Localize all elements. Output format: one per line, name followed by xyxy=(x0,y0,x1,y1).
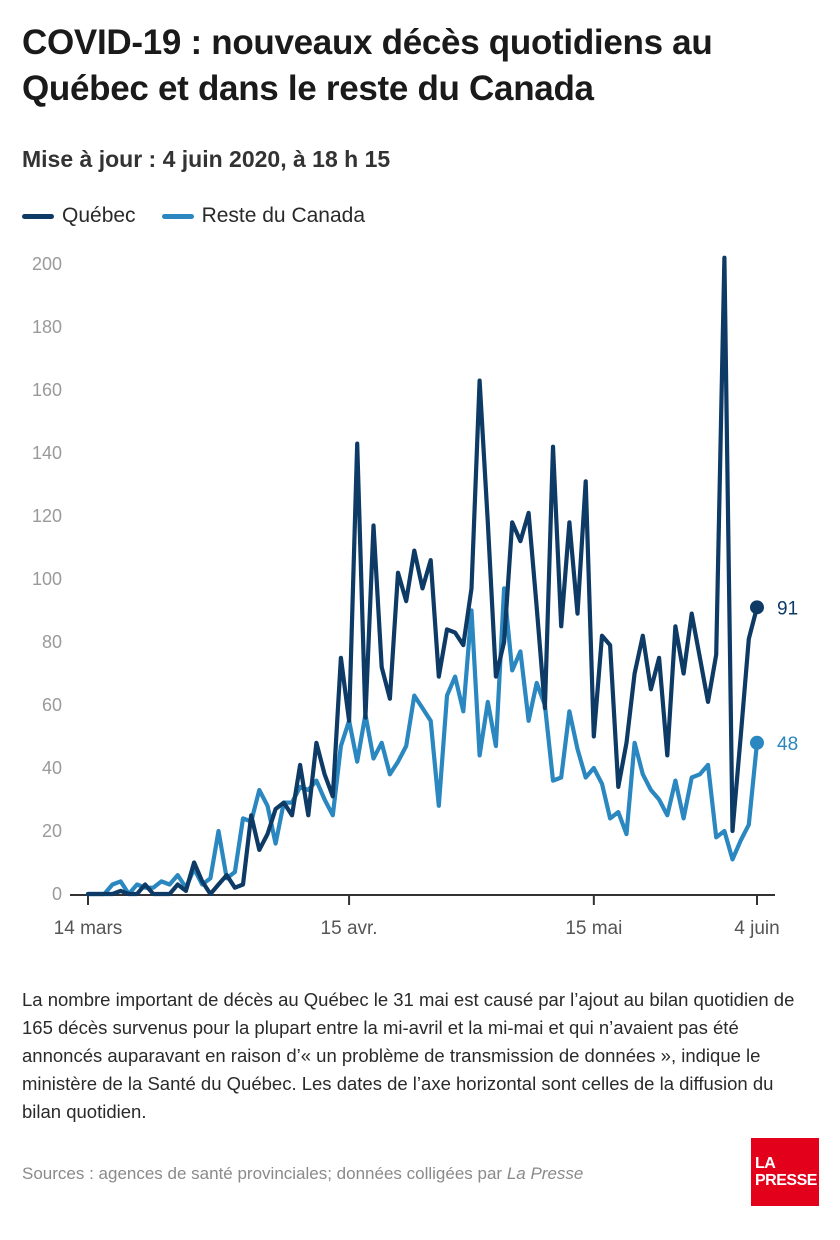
legend-swatch-canada xyxy=(161,213,194,219)
y-tick-label: 120 xyxy=(32,506,62,526)
y-axis-labels: 0 20 40 60 80 100 120 140 160 180 200 xyxy=(32,254,62,904)
series-layer: 91 48 xyxy=(85,255,798,897)
logo-line-1: LA xyxy=(755,1155,776,1172)
x-axis-ticks: 14 mars 15 avr. 15 mai 4 juin xyxy=(54,895,780,939)
la-presse-logo: LA PRESSE xyxy=(751,1138,819,1206)
y-tick-label: 40 xyxy=(42,758,62,778)
source-publisher: La Presse xyxy=(506,1164,584,1183)
end-value-label: 48 xyxy=(777,734,798,755)
series-line-quebec xyxy=(85,255,760,897)
y-tick-label: 140 xyxy=(32,443,62,463)
legend-item-canada: Reste du Canada xyxy=(161,204,366,228)
legend-label-canada: Reste du Canada xyxy=(201,204,366,227)
chart-note: La nombre important de décès au Québec l… xyxy=(22,989,795,1122)
y-tick-label: 100 xyxy=(32,569,62,589)
y-tick-label: 60 xyxy=(42,695,62,715)
source-prefix: Sources : agences de santé provinciales;… xyxy=(22,1164,507,1183)
series-line-canada xyxy=(85,586,760,897)
legend-label-quebec: Québec xyxy=(62,204,136,227)
legend-item-quebec: Québec xyxy=(22,204,136,228)
y-tick-label: 160 xyxy=(32,380,62,400)
end-point-quebec xyxy=(750,600,764,615)
x-tick-label: 14 mars xyxy=(54,918,123,939)
end-point-canada xyxy=(750,735,764,750)
y-tick-label: 0 xyxy=(52,884,62,904)
update-timestamp: Mise à jour : 4 juin 2020, à 18 h 15 xyxy=(22,146,391,172)
chart-title: COVID-19 : nouveaux décès quotidiens au … xyxy=(22,23,713,108)
y-tick-label: 200 xyxy=(32,254,62,274)
y-tick-label: 180 xyxy=(32,317,62,337)
y-tick-label: 80 xyxy=(42,632,62,652)
y-tick-label: 20 xyxy=(42,821,62,841)
logo-line-2: PRESSE xyxy=(755,1172,817,1189)
end-value-label: 91 xyxy=(777,598,798,619)
source-credit: Sources : agences de santé provinciales;… xyxy=(22,1164,583,1184)
x-tick-label: 15 mai xyxy=(565,918,622,939)
x-tick-label: 15 avr. xyxy=(321,918,378,939)
legend-swatch-quebec xyxy=(22,213,54,219)
legend: Québec Reste du Canada xyxy=(22,204,391,228)
line-chart: 0 20 40 60 80 100 120 140 160 180 200 14 mars 15 av… xyxy=(32,254,798,939)
x-tick-label: 4 juin xyxy=(734,918,779,939)
